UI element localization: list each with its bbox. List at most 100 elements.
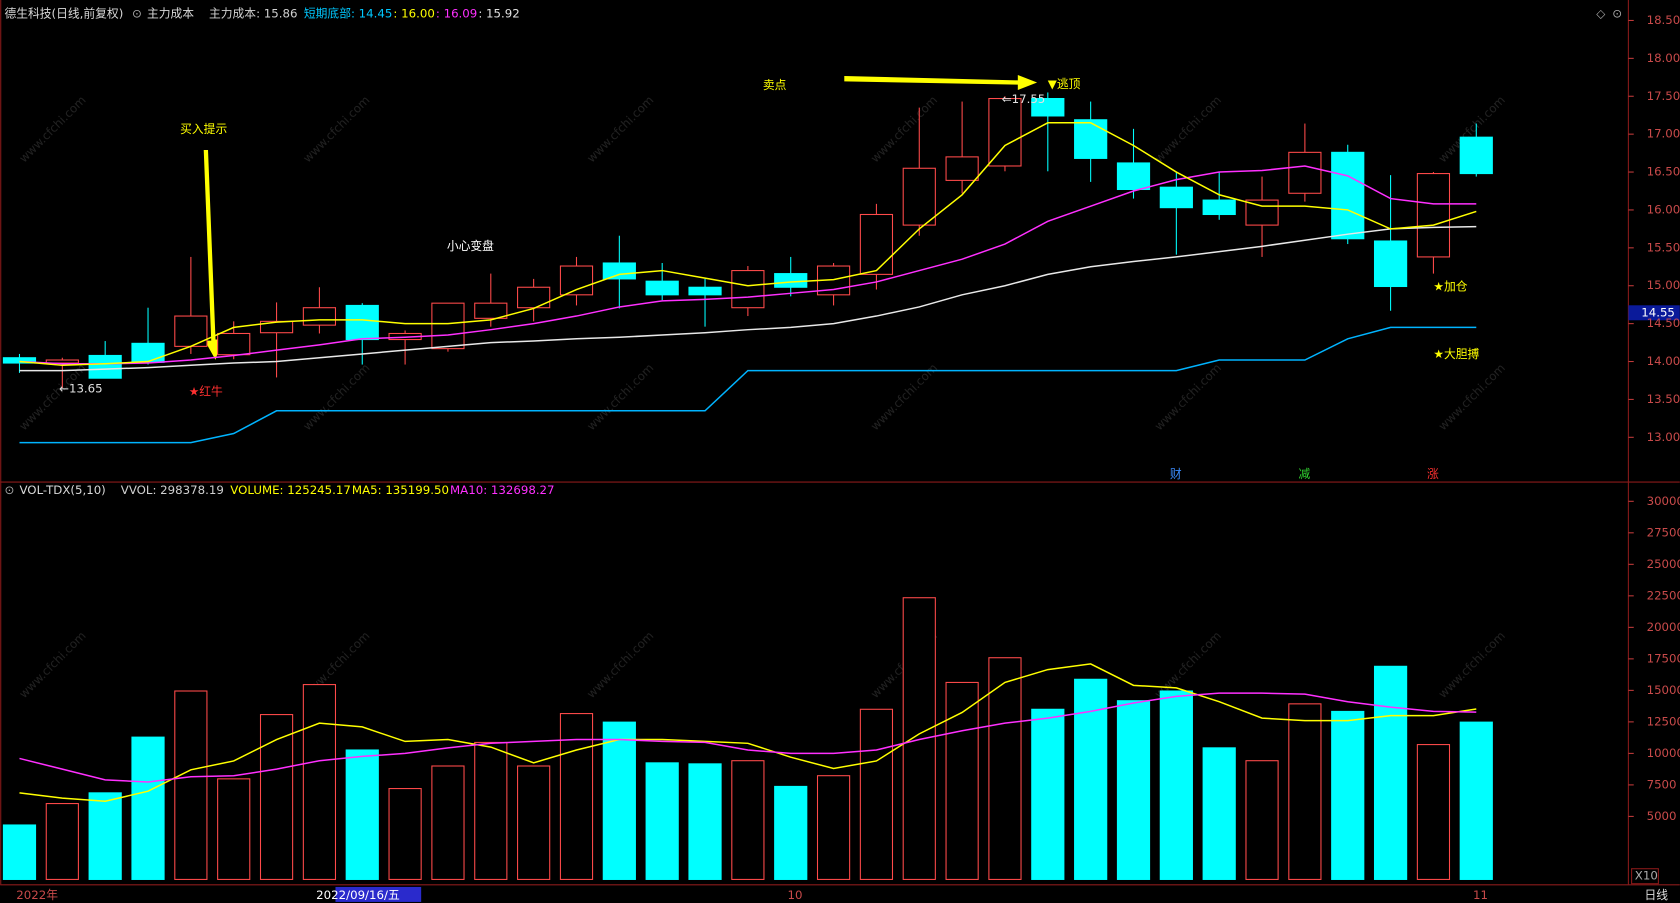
candle-body [1074, 119, 1108, 159]
icon[interactable]: ⊙ [4, 483, 14, 497]
candle-body [345, 304, 379, 341]
volume-bar [1416, 744, 1451, 880]
y-tick-label: 13.00 [1647, 430, 1680, 444]
volume-bar [645, 762, 679, 880]
candle-body [1416, 173, 1451, 258]
annotation: 小心变盘 [447, 239, 494, 253]
scale-label: X10 [1635, 869, 1658, 883]
annotation: ★红牛 [189, 385, 223, 399]
y-tick-label: 16.00 [1647, 202, 1680, 216]
candle-body [217, 332, 251, 356]
volume-bar [1373, 665, 1408, 880]
volume-title: VOL-TDX(5,10) [19, 483, 105, 497]
y-tick-label: 10000 [1647, 746, 1680, 760]
volume-bar [1159, 690, 1193, 880]
icon[interactable]: ⊙ [1612, 6, 1622, 20]
volume-ma-line [19, 692, 1477, 783]
annotation: 财 [1170, 467, 1182, 481]
volume-bar [45, 803, 79, 880]
volume-bar [474, 741, 508, 880]
price-tag-label: 14.55 [1641, 305, 1675, 319]
volume-bar [602, 721, 636, 880]
y-tick-label: 18.00 [1647, 51, 1680, 65]
annotation: 买入提示 [180, 122, 227, 136]
header-item: MA5: 135199.50 [352, 483, 449, 497]
y-tick-label: 17.00 [1647, 127, 1680, 141]
price-line [19, 225, 1477, 372]
chart-title: 德生科技(日线,前复权) [4, 6, 123, 20]
y-tick-label: 12500 [1647, 714, 1680, 728]
volume-bar [302, 684, 337, 880]
volume-bar [816, 775, 851, 880]
candle-body [988, 97, 1022, 167]
volume-bar [1031, 708, 1065, 880]
candle-body [2, 357, 37, 364]
price-tag [1628, 305, 1680, 321]
volume-bar [1245, 760, 1279, 880]
annotation: 减 [1298, 467, 1310, 481]
candle-body [1459, 136, 1493, 175]
y-tick-label: 20000 [1647, 620, 1680, 634]
x-tick-label: 11 [1473, 888, 1488, 902]
candle-body [1373, 240, 1408, 288]
annotation: ★加仓 [1433, 280, 1467, 294]
annotation: ▼逃顶 [1048, 77, 1081, 91]
volume-bar [2, 824, 37, 880]
volume-bar [217, 778, 251, 880]
icon[interactable]: ⊙ [132, 6, 142, 20]
volume-bar [131, 736, 165, 880]
volume-bar [945, 681, 979, 880]
icon[interactable]: ◇ [1596, 6, 1606, 20]
annotation: 卖点 [763, 78, 787, 92]
header-item: : 16.00 [393, 6, 434, 20]
volume-bar [1116, 700, 1151, 880]
volume-bar [174, 690, 208, 880]
candle-body [859, 213, 894, 275]
y-tick-label: 14.50 [1647, 316, 1680, 330]
candle-body [559, 265, 594, 296]
volume-bar [988, 657, 1022, 880]
candle-body [731, 270, 765, 309]
y-tick-label: 7500 [1647, 777, 1677, 791]
y-tick-label: 15.50 [1647, 240, 1680, 254]
price-line [19, 326, 1477, 444]
volume-bar [774, 785, 808, 880]
period-label: 日线 [1644, 888, 1668, 902]
volume-bar [1074, 678, 1108, 880]
x-tick-label: 2022年 [16, 888, 58, 902]
y-tick-label: 30000 [1647, 494, 1680, 508]
candle-body [1331, 151, 1365, 240]
volume-bar [902, 597, 936, 880]
volume-bar [859, 708, 894, 880]
date-highlight [335, 886, 422, 902]
candle-body [131, 342, 165, 363]
candle-body [602, 262, 636, 280]
candle-body [431, 302, 465, 350]
volume-bar [431, 765, 465, 880]
y-tick-label: 22500 [1647, 588, 1680, 602]
x-tick-label: 10 [788, 888, 803, 902]
y-tick-label: 27500 [1647, 525, 1680, 539]
price-line [19, 122, 1477, 367]
candle-body [688, 286, 722, 296]
volume-bar [259, 714, 294, 880]
annotation: 涨 [1427, 467, 1439, 481]
candle-body [1031, 97, 1065, 117]
candle-body [517, 286, 551, 309]
candle-body [1202, 199, 1236, 216]
volume-bar [388, 788, 422, 880]
scale-box [1631, 868, 1659, 885]
header-item: VVOL: 298378.19 [121, 483, 224, 497]
header-item: 主力成本: 15.86 [209, 6, 297, 20]
volume-bar [688, 763, 722, 880]
arrow [844, 74, 1038, 90]
y-tick-label: 15.00 [1647, 278, 1680, 292]
candle-body [88, 354, 122, 379]
candle-body [945, 156, 979, 181]
candle-body [774, 273, 808, 288]
candle-body [474, 302, 508, 319]
volume-bar [559, 713, 594, 880]
volume-bar [88, 792, 122, 880]
